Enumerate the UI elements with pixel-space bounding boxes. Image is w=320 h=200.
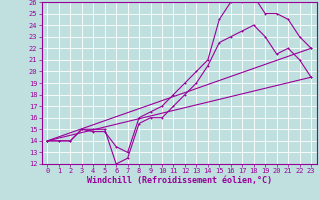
- X-axis label: Windchill (Refroidissement éolien,°C): Windchill (Refroidissement éolien,°C): [87, 176, 272, 185]
